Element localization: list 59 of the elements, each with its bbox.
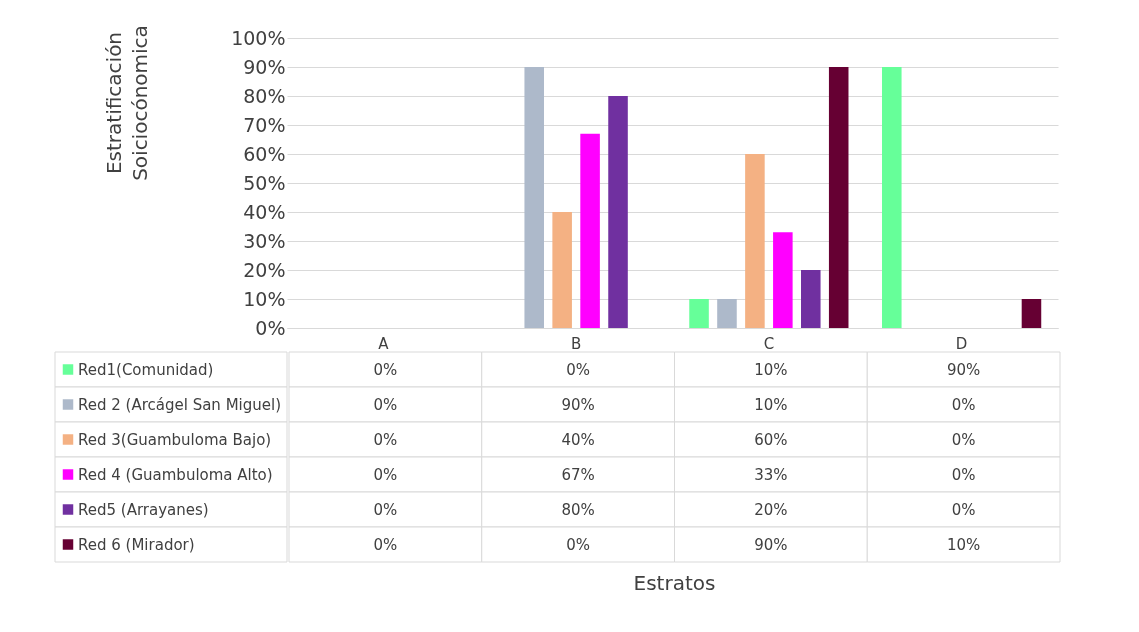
- data-label: 80%: [561, 500, 595, 519]
- data-label: 0%: [951, 465, 976, 484]
- data-label: 10%: [754, 360, 788, 379]
- bar: [717, 299, 737, 328]
- bar: [773, 232, 793, 328]
- legend-label: Red 6 (Mirador): [78, 535, 195, 554]
- bar: [689, 299, 709, 328]
- bar: [882, 67, 902, 328]
- data-label: 0%: [951, 500, 976, 519]
- y-tick-label: 30%: [243, 229, 286, 252]
- data-label: 0%: [951, 395, 976, 414]
- data-label: 33%: [754, 465, 788, 484]
- bar: [745, 154, 765, 328]
- x-tick-label: B: [570, 334, 582, 353]
- legend-label: Red 4 (Guambuloma Alto): [78, 465, 273, 484]
- bar: [801, 270, 821, 328]
- data-label: 0%: [566, 360, 591, 379]
- bar: [608, 96, 628, 328]
- y-tick-label: 10%: [243, 287, 286, 310]
- bar: [1021, 299, 1042, 328]
- x-tick-label: D: [955, 334, 968, 353]
- y-axis-title: Estratificación Soiciocónomica: [102, 25, 152, 181]
- data-label: 0%: [951, 430, 976, 449]
- data-label: 90%: [754, 535, 788, 554]
- x-tick-label: C: [763, 334, 775, 353]
- data-label: 10%: [946, 535, 981, 554]
- legend-label: Red 3(Guambuloma Bajo): [78, 430, 272, 449]
- text: Estratos: [633, 571, 716, 595]
- data-label: 0%: [373, 465, 398, 484]
- data-label: 0%: [373, 535, 398, 554]
- data-label: 0%: [373, 430, 398, 449]
- y-tick-label: 50%: [243, 171, 286, 194]
- data-label: 0%: [373, 395, 398, 414]
- y-tick-label: 0%: [255, 316, 286, 339]
- data-label: 67%: [561, 465, 595, 484]
- y-tick-label: 60%: [243, 142, 286, 165]
- data-label: 10%: [754, 395, 788, 414]
- bar: [552, 212, 572, 328]
- data-label: 0%: [373, 360, 398, 379]
- data-label: 90%: [561, 395, 595, 414]
- y-tick-label: 80%: [243, 84, 286, 107]
- data-label: 90%: [946, 360, 981, 379]
- y-tick-label: 20%: [243, 258, 286, 281]
- data-label: 0%: [566, 535, 591, 554]
- bar: [524, 67, 544, 328]
- bar: [580, 133, 600, 328]
- y-tick-label: 100%: [231, 26, 286, 49]
- legend-label: Red5 (Arrayanes): [78, 500, 209, 519]
- x-tick-label: A: [378, 334, 390, 353]
- legend-label: Red1(Comunidad): [78, 360, 214, 379]
- data-label: 40%: [561, 430, 595, 449]
- legend-label: Red 2 (Arcágel San Miguel): [78, 395, 282, 414]
- data-label: 60%: [754, 430, 788, 449]
- y-tick-label: 70%: [243, 113, 286, 136]
- y-tick-label: 90%: [243, 55, 286, 78]
- data-label: 20%: [754, 500, 788, 519]
- y-tick-label: 40%: [243, 200, 286, 223]
- data-label: 0%: [373, 500, 398, 519]
- bar: [828, 67, 849, 328]
